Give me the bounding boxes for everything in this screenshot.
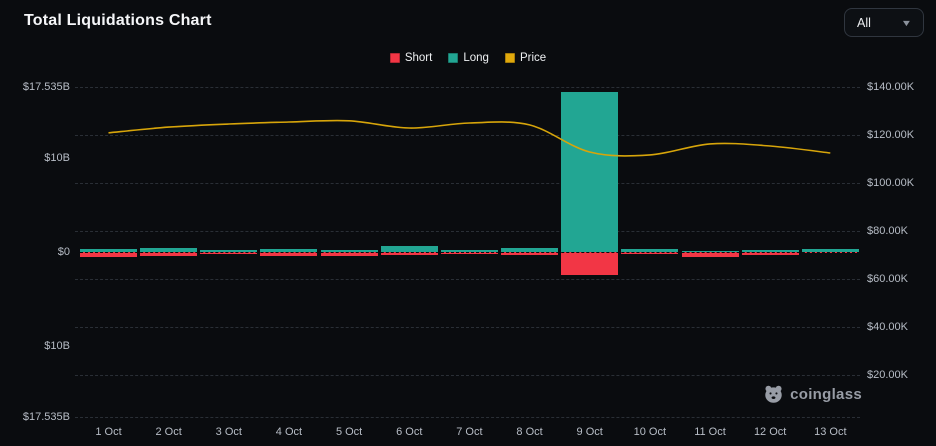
bar-short-10-oct[interactable]	[621, 252, 679, 254]
legend-label: Long	[463, 52, 489, 64]
gridline	[75, 87, 860, 88]
chevron-down-icon: ▼	[900, 17, 913, 28]
y-axis-label-right: $20.00K	[867, 369, 908, 381]
legend-swatch-long	[448, 53, 459, 63]
bar-short-8-oct[interactable]	[501, 252, 559, 255]
gridline	[75, 183, 860, 184]
page-title: Total Liquidations Chart	[24, 12, 212, 29]
gridline	[75, 279, 860, 280]
bar-short-9-oct[interactable]	[561, 252, 619, 275]
bar-long-5-oct[interactable]	[320, 250, 378, 252]
x-axis-label: 3 Oct	[215, 426, 242, 438]
y-axis-label-right: $40.00K	[867, 321, 908, 333]
bar-short-2-oct[interactable]	[140, 252, 198, 256]
legend-label: Short	[404, 52, 433, 64]
range-select-value: All	[857, 15, 871, 30]
bar-short-7-oct[interactable]	[440, 252, 498, 254]
bar-long-6-oct[interactable]	[380, 246, 438, 252]
bar-short-11-oct[interactable]	[681, 252, 739, 257]
legend-label: Price	[519, 52, 547, 64]
bar-long-10-oct[interactable]	[621, 249, 679, 252]
legend-swatch-price	[504, 53, 515, 63]
gridline	[75, 135, 860, 136]
y-axis-label-left: $10B	[44, 151, 70, 164]
x-axis-label: 11 Oct	[694, 426, 726, 438]
x-axis-label: 12 Oct	[753, 426, 787, 438]
bar-short-1-oct[interactable]	[80, 252, 137, 257]
bar-short-5-oct[interactable]	[320, 252, 378, 256]
gridline	[75, 231, 860, 232]
legend-item-long[interactable]: Long	[448, 52, 489, 64]
legend-item-short[interactable]: Short	[389, 52, 433, 64]
zero-gridline	[75, 252, 860, 253]
x-axis-label: 9 Oct	[576, 426, 603, 438]
y-axis-label-right: $120.00K	[867, 129, 915, 141]
bar-long-7-oct[interactable]	[440, 250, 498, 252]
coinglass-bear-icon	[765, 385, 782, 403]
x-axis-label: 5 Oct	[335, 426, 363, 438]
coinglass-wordmark: coinglass	[790, 386, 862, 403]
y-axis-label-left: $17.535B	[22, 411, 70, 423]
x-axis-label: 7 Oct	[456, 426, 483, 438]
bar-long-11-oct[interactable]	[681, 251, 739, 252]
bar-short-12-oct[interactable]	[741, 252, 799, 255]
x-axis-label: 4 Oct	[275, 426, 303, 438]
x-axis-label: 13 Oct	[814, 426, 847, 438]
gridline	[75, 375, 860, 376]
bar-long-2-oct[interactable]	[140, 248, 198, 252]
y-axis-label-right: $60.00K	[867, 273, 908, 285]
y-axis-label-left: $0	[57, 246, 70, 258]
y-axis-label-left: $10B	[44, 340, 70, 353]
coinglass-watermark: coinglass	[763, 384, 862, 405]
y-axis-label-right: $140.00K	[867, 81, 915, 93]
gridline	[75, 327, 860, 328]
x-axis-label: 6 Oct	[396, 426, 423, 438]
gridline	[75, 417, 860, 418]
bar-long-1-oct[interactable]	[80, 249, 137, 252]
bar-long-3-oct[interactable]	[200, 250, 258, 252]
bar-long-12-oct[interactable]	[741, 250, 799, 252]
x-axis-label: 10 Oct	[633, 426, 667, 438]
y-axis-label-right: $80.00K	[867, 225, 908, 237]
bar-long-9-oct[interactable]	[561, 92, 619, 252]
y-axis-label-right: $100.00K	[867, 177, 915, 189]
y-axis-label-left: $17.535B	[22, 81, 70, 93]
x-axis-label: 1 Oct	[95, 426, 122, 438]
x-axis-label: 2 Oct	[155, 426, 182, 438]
bar-short-3-oct[interactable]	[200, 252, 258, 254]
bar-long-4-oct[interactable]	[260, 249, 318, 252]
legend-item-price[interactable]: Price	[504, 52, 547, 64]
bar-long-13-oct[interactable]	[801, 249, 859, 252]
bar-long-8-oct[interactable]	[501, 248, 559, 252]
chart-legend: Short Long Price	[0, 52, 936, 64]
bar-short-6-oct[interactable]	[380, 252, 438, 255]
range-select-dropdown[interactable]: All ▼	[844, 8, 924, 37]
bar-short-4-oct[interactable]	[260, 252, 318, 256]
header: Total Liquidations Chart All ▼	[0, 0, 936, 46]
legend-swatch-short	[389, 53, 400, 63]
x-axis-label: 8 Oct	[516, 426, 543, 438]
